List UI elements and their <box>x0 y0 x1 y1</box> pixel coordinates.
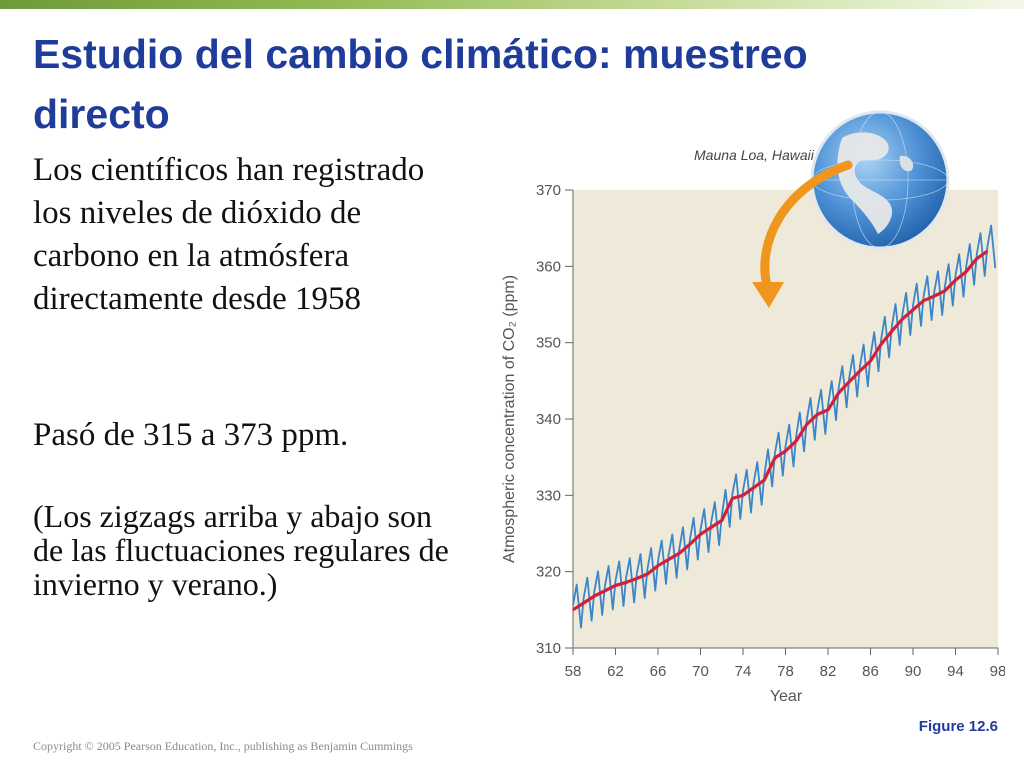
copyright-notice: Copyright © 2005 Pearson Education, Inc.… <box>33 739 413 753</box>
x-tick-label: 62 <box>607 663 624 680</box>
arrow-icon <box>760 160 853 295</box>
y-axis: 310 320 330 340 350 360 370 <box>536 182 574 657</box>
body-paragraph-history: Los científicos han registrado los nivel… <box>33 152 425 317</box>
y-tick-label: 310 <box>536 640 561 657</box>
globe-icon <box>810 110 950 250</box>
location-callout: Mauna Loa, Hawaii <box>694 147 815 163</box>
y-tick-label: 340 <box>536 411 561 428</box>
x-tick-label: 90 <box>905 663 922 680</box>
y-tick-label: 360 <box>536 258 561 275</box>
y-tick-label: 320 <box>536 564 561 581</box>
y-tick-label: 330 <box>536 487 561 504</box>
x-tick-label: 70 <box>692 663 709 680</box>
accent-bar <box>0 0 1024 9</box>
x-tick-label: 86 <box>862 663 879 680</box>
x-tick-label: 58 <box>565 663 582 680</box>
x-tick-label: 94 <box>947 663 964 680</box>
co2-chart: 310 320 330 340 350 360 370 58 62 66 70 74 78 82 86 90… <box>501 110 1005 705</box>
body-paragraph-range: Pasó de 315 a 373 ppm. <box>33 417 349 453</box>
body-paragraph-zigzags: (Los zigzags arriba y abajo son de las f… <box>33 498 449 602</box>
x-tick-label: 78 <box>777 663 794 680</box>
plot-area <box>573 190 998 648</box>
y-tick-label: 350 <box>536 335 561 352</box>
x-axis-title: Year <box>770 688 803 705</box>
monthly-co2-line <box>572 224 997 629</box>
y-tick-label: 370 <box>536 182 561 199</box>
x-axis: 58 62 66 70 74 78 82 86 90 94 98 <box>565 647 1005 680</box>
x-tick-label: 66 <box>650 663 667 680</box>
x-tick-label: 74 <box>735 663 752 680</box>
arrow-head-icon <box>752 282 784 308</box>
x-tick-label: 82 <box>820 663 837 680</box>
x-tick-label: 98 <box>990 663 1005 680</box>
figure-label: Figure 12.6 <box>918 718 998 735</box>
y-axis-title: Atmospheric concentration of CO₂ (ppm) <box>501 275 518 563</box>
annual-average-line <box>572 249 989 612</box>
page-title: Estudio del cambio climático: muestreo d… <box>33 31 808 137</box>
